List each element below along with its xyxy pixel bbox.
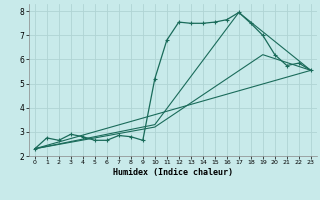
X-axis label: Humidex (Indice chaleur): Humidex (Indice chaleur) <box>113 168 233 177</box>
